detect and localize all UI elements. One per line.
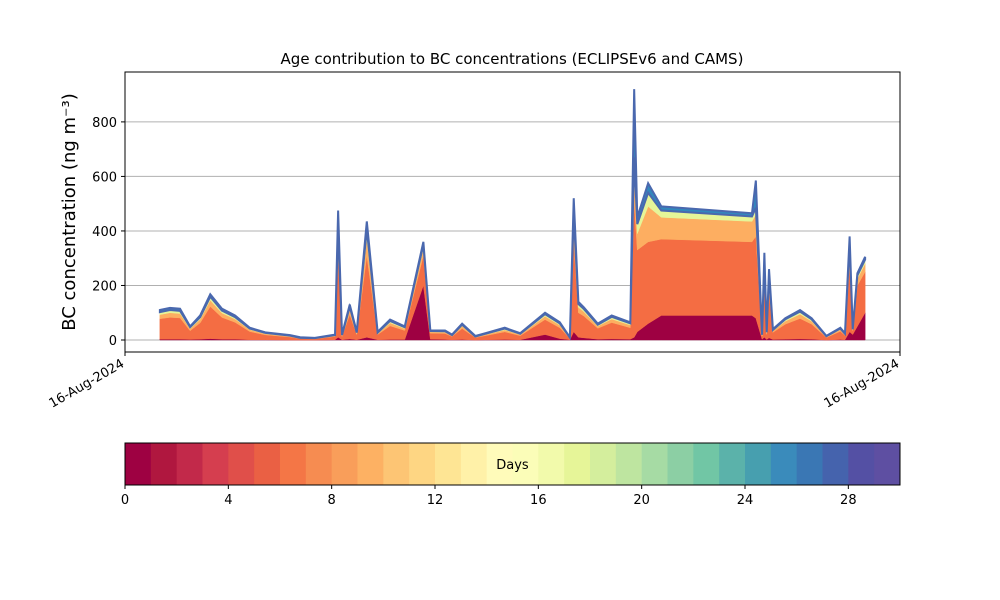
colorbar-tick-label: 0 <box>121 493 129 508</box>
colorbar-cell <box>357 443 384 485</box>
colorbar-cell <box>538 443 565 485</box>
colorbar-cell <box>280 443 307 485</box>
x-tick-label: 16-Aug-2024 <box>822 356 902 411</box>
colorbar-cell <box>848 443 875 485</box>
colorbar-cell <box>641 443 668 485</box>
colorbar-tick-label: 8 <box>328 493 336 508</box>
y-axis-label: BC concentration (ng m⁻³) <box>59 93 80 331</box>
y-tick-label: 600 <box>92 170 117 185</box>
area-band <box>158 89 867 341</box>
colorbar-cell <box>822 443 849 485</box>
colorbar-cell <box>202 443 229 485</box>
colorbar-frame <box>124 442 901 486</box>
colorbar-cell <box>331 443 358 485</box>
colorbar-cell <box>796 443 823 485</box>
colorbar-cell <box>590 443 617 485</box>
colorbar-cell <box>305 443 333 485</box>
x-tick-label: 16-Aug-2024 <box>47 356 127 411</box>
colorbar-tick-label: 12 <box>427 493 444 508</box>
colorbar-cell <box>693 443 720 485</box>
colorbar-cell <box>615 443 643 485</box>
colorbar-cell <box>719 443 746 485</box>
y-tick-label: 0 <box>109 334 117 349</box>
colorbar-label: Days <box>496 458 529 473</box>
colorbar-cell <box>383 443 410 485</box>
colorbar-cell <box>512 443 539 485</box>
colorbar-cell <box>150 443 178 485</box>
colorbar-cell <box>874 443 901 485</box>
colorbar-cell <box>409 443 436 485</box>
colorbar-cell <box>435 443 462 485</box>
colorbar-cell <box>228 443 255 485</box>
colorbar-cell <box>486 443 513 485</box>
colorbar-cell <box>176 443 203 485</box>
y-tick-label: 200 <box>92 279 117 294</box>
y-tick-label: 400 <box>92 225 117 240</box>
colorbar-tick-label: 28 <box>840 493 857 508</box>
colorbar-cell <box>770 443 798 485</box>
colorbar-cell <box>254 443 281 485</box>
plot-frame <box>124 71 901 353</box>
colorbar-cell <box>745 443 772 485</box>
colorbar-cell <box>667 443 694 485</box>
colorbar-tick-label: 4 <box>224 493 232 508</box>
colorbar-cell <box>460 443 488 485</box>
colorbar-cell <box>125 443 152 485</box>
colorbar-tick-label: 24 <box>737 493 754 508</box>
colorbar-tick-label: 20 <box>633 493 650 508</box>
colorbar-tick-label: 16 <box>530 493 547 508</box>
y-tick-label: 800 <box>92 116 117 131</box>
colorbar-cell <box>564 443 591 485</box>
chart-title: Age contribution to BC concentrations (E… <box>281 50 744 68</box>
